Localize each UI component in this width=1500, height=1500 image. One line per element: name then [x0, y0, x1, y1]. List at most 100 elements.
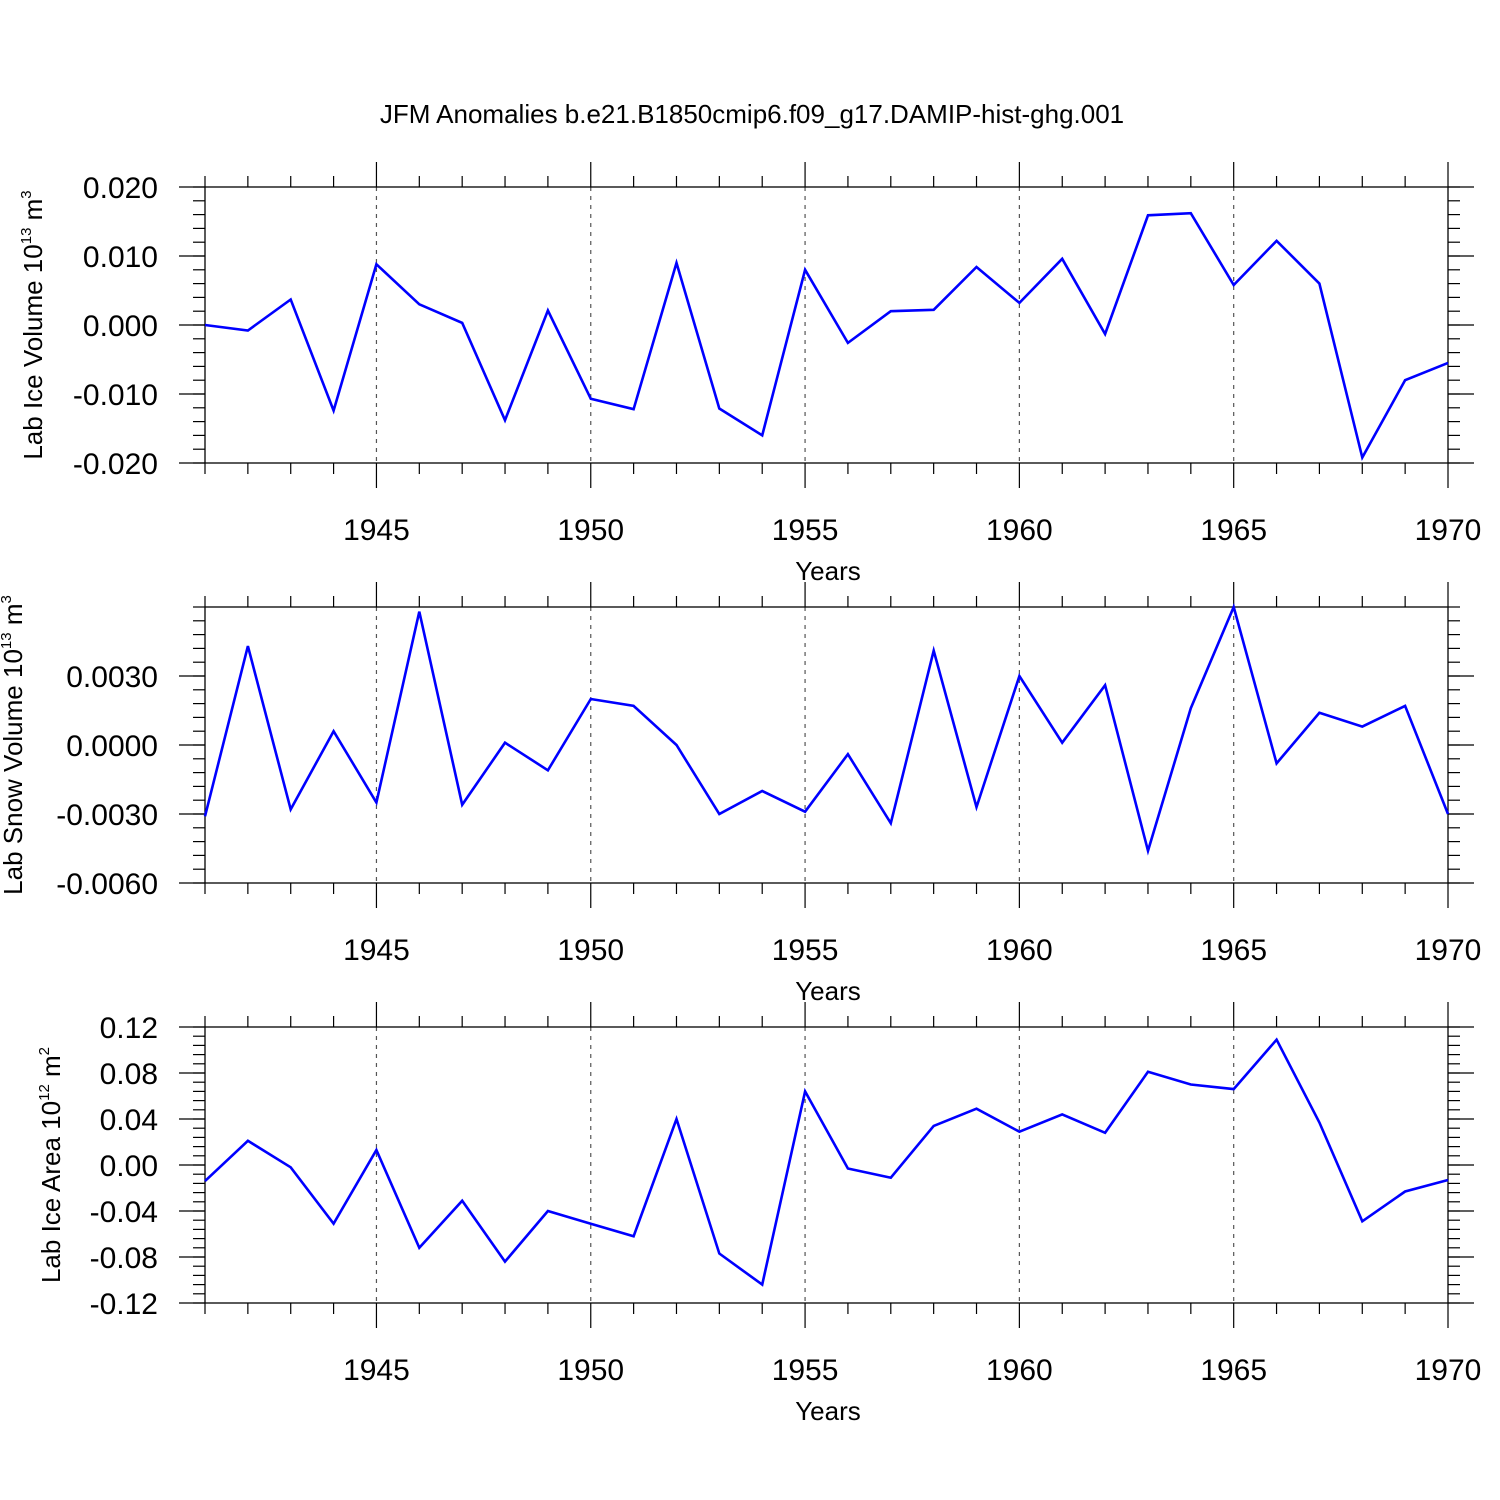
snow-volume-xtick-label: 1960 — [986, 934, 1053, 967]
panel-ice-volume: 1945 1950 1955 1960 1965 1970 Years -0.020 -0.01… — [18, 162, 1481, 586]
ice-area-ytick-label: -0.12 — [90, 1288, 158, 1321]
ice-volume-ytick-label: -0.010 — [73, 379, 158, 412]
ice-volume-data-point-1970 — [1447, 362, 1449, 364]
ice-area-data-point-1956 — [847, 1167, 849, 1169]
snow-volume-data-point-1942 — [247, 645, 249, 647]
ice-area-data-point-1953 — [718, 1253, 720, 1255]
ice-volume-data-point-1964 — [1190, 212, 1192, 214]
snow-volume-data-point-1959 — [976, 806, 978, 808]
ice-volume-ytick-label: 0.020 — [83, 172, 158, 205]
snow-volume-data-point-1958 — [933, 650, 935, 652]
ice-volume-data-point-1941 — [204, 324, 206, 326]
snow-volume-data-point-1950 — [590, 698, 592, 700]
ice-area-data-point-1950 — [590, 1223, 592, 1225]
ice-volume-y-label-text: m — [18, 199, 48, 228]
snow-volume-data-point-1962 — [1104, 684, 1106, 686]
ice-volume-xtick-label: 1950 — [557, 514, 624, 547]
ice-area-data-point-1969 — [1404, 1190, 1406, 1192]
snow-volume-data-point-1957 — [890, 822, 892, 824]
ice-volume-data-point-1966 — [1276, 240, 1278, 242]
ice-volume-data-point-1957 — [890, 310, 892, 312]
snow-volume-ytick-label: -0.0030 — [56, 799, 158, 832]
ice-volume-xtick-label: 1955 — [772, 514, 839, 547]
ice-volume-xtick-label: 1970 — [1415, 514, 1482, 547]
ice-area-data-point-1943 — [290, 1166, 292, 1168]
ice-volume-ytick-label: 0.010 — [83, 241, 158, 274]
ice-area-data-point-1968 — [1361, 1220, 1363, 1222]
ice-volume-y-label-superscript: 13 — [18, 228, 35, 245]
ice-volume-plot-frame — [204, 186, 1449, 464]
ice-area-data-point-1954 — [761, 1284, 763, 1286]
ice-area-y-label-superscript: 2 — [36, 1047, 53, 1055]
ice-volume-data-point-1947 — [461, 322, 463, 324]
ice-area-data-point-1966 — [1276, 1039, 1278, 1041]
ice-area-data-point-1961 — [1061, 1113, 1063, 1115]
ice-volume-ytick-label: 0.000 — [83, 310, 158, 343]
snow-volume-data-point-1960 — [1018, 675, 1020, 677]
ice-area-xtick-label: 1945 — [343, 1354, 410, 1387]
ice-area-xtick-label: 1960 — [986, 1354, 1053, 1387]
snow-volume-data-point-1966 — [1276, 762, 1278, 764]
ice-volume-data-point-1945 — [375, 263, 377, 265]
snow-volume-data-point-1955 — [804, 811, 806, 813]
snow-volume-xtick-label: 1955 — [772, 934, 839, 967]
ice-area-data-point-1955 — [804, 1090, 806, 1092]
ice-volume-data-point-1944 — [333, 410, 335, 412]
snow-volume-data-point-1948 — [504, 742, 506, 744]
snow-volume-ytick-label: 0.0030 — [66, 661, 158, 694]
ice-area-data-point-1965 — [1233, 1088, 1235, 1090]
ice-volume-data-point-1946 — [418, 303, 420, 305]
ice-area-data-point-1949 — [547, 1210, 549, 1212]
ice-area-xtick-label: 1970 — [1415, 1354, 1482, 1387]
snow-volume-series-line — [203, 603, 1450, 856]
ice-area-data-point-1941 — [204, 1180, 206, 1182]
ice-volume-data-point-1954 — [761, 434, 763, 436]
ice-area-series-line — [204, 1037, 1449, 1287]
snow-volume-xtick-label: 1970 — [1415, 934, 1482, 967]
ice-volume-data-point-1963 — [1147, 214, 1149, 216]
ice-area-data-point-1967 — [1318, 1121, 1320, 1123]
ice-area-xtick-label: 1965 — [1200, 1354, 1267, 1387]
ice-area-data-point-1951 — [633, 1235, 635, 1237]
snow-volume-xtick-label: 1965 — [1200, 934, 1267, 967]
ice-area-y-label-text: Lab Ice Area 10 — [36, 1101, 66, 1283]
snow-volume-data-point-1961 — [1061, 742, 1063, 744]
ice-volume-data-point-1967 — [1318, 283, 1320, 285]
ice-volume-ytick-label: -0.020 — [73, 448, 158, 481]
ice-volume-xtick-label: 1960 — [986, 514, 1053, 547]
ice-area-data-point-1942 — [247, 1140, 249, 1142]
ice-area-data-point-1946 — [418, 1247, 420, 1249]
ice-area-data-point-1958 — [933, 1125, 935, 1127]
snow-volume-data-point-1952 — [675, 744, 677, 746]
ice-volume-xtick-label: 1945 — [343, 514, 410, 547]
ice-volume-data-point-1950 — [590, 398, 592, 400]
panel-snow-volume: 1945 1950 1955 1960 1965 1970 Years -0.0060 -0.0… — [0, 582, 1481, 1006]
snow-volume-data-point-1943 — [290, 808, 292, 810]
snow-volume-plot-frame — [204, 606, 1449, 884]
snow-volume-xtick-label: 1950 — [557, 934, 624, 967]
ice-volume-data-point-1952 — [675, 262, 677, 264]
ice-volume-data-point-1955 — [804, 269, 806, 271]
snow-volume-data-point-1949 — [547, 769, 549, 771]
snow-volume-y-label-text: m — [0, 604, 28, 633]
ice-volume-data-point-1969 — [1404, 379, 1406, 381]
snow-volume-ytick-label: 0.0000 — [66, 730, 158, 763]
ice-area-data-point-1952 — [675, 1118, 677, 1120]
ice-volume-series-line — [204, 211, 1449, 462]
ice-area-data-point-1963 — [1147, 1071, 1149, 1073]
ice-volume-data-point-1965 — [1233, 284, 1235, 286]
ice-area-ytick-label: 0.00 — [100, 1150, 158, 1183]
ice-area-y-axis-label: Lab Ice Area 1012 m2 — [36, 1047, 66, 1283]
ice-volume-y-label-text: Lab Ice Volume 10 — [18, 244, 48, 459]
ice-area-y-label-superscript: 12 — [36, 1084, 53, 1101]
ice-area-data-point-1970 — [1447, 1179, 1449, 1181]
ice-volume-data-point-1942 — [247, 330, 249, 332]
ice-area-data-point-1960 — [1018, 1131, 1020, 1133]
ice-volume-data-point-1943 — [290, 298, 292, 300]
ice-area-data-point-1962 — [1104, 1132, 1106, 1134]
ice-volume-data-point-1961 — [1061, 258, 1063, 260]
snow-volume-data-point-1970 — [1447, 813, 1449, 815]
snow-volume-xtick-label: 1945 — [343, 934, 410, 967]
snow-volume-y-axis-label: Lab Snow Volume 1013 m3 — [0, 595, 28, 895]
